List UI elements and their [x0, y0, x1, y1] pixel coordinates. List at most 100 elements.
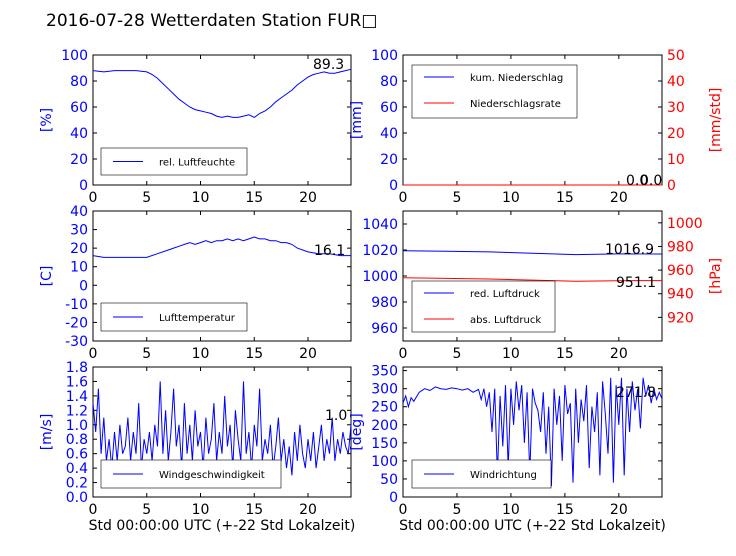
- x-tick-label: 10: [502, 502, 520, 518]
- x-tick-label: 5: [142, 502, 151, 518]
- y-tick-label: 980: [371, 295, 398, 311]
- y-axis-label: [mm]: [349, 101, 365, 139]
- x-tick-label: 0: [89, 190, 98, 206]
- y-tick-label: 50: [380, 472, 398, 488]
- y-tick-label: 80: [70, 74, 88, 90]
- legend-label: kum. Niederschlag: [470, 73, 563, 84]
- legend-label: Windgeschwindigkeit: [159, 470, 265, 481]
- x-tick-label: 0: [399, 346, 408, 362]
- y-tick-label-right: 1000: [667, 216, 703, 232]
- y-tick-label: -30: [65, 334, 88, 350]
- current-value-label: 89.3: [313, 57, 344, 73]
- current-value-label-2: 951.1: [616, 275, 656, 291]
- y-tick-label-right: 50: [667, 48, 685, 64]
- y-axis-label: [C]: [39, 266, 55, 287]
- chart-title: 2016-07-28 Wetterdaten Station FUR□: [46, 11, 377, 31]
- x-tick-label: 5: [452, 502, 461, 518]
- y-tick-label-right: 960: [667, 263, 694, 279]
- panel-temperature: 0 5 10 15 20 -30 -20 -10 0 10 20 30 40 [C] Lufttempera…: [39, 204, 352, 362]
- y-tick-label: 40: [70, 204, 88, 220]
- y-tick-label: 1040: [362, 217, 398, 233]
- plot-frame: [92, 366, 352, 498]
- plot-frame: [402, 366, 663, 498]
- y-tick-label: 100: [371, 454, 398, 470]
- y-tick-label: -10: [65, 297, 88, 313]
- plot-frame: [92, 54, 352, 186]
- x-tick-label: 15: [245, 502, 263, 518]
- y-tick-label: 1020: [362, 243, 398, 259]
- x-tick-label: 0: [89, 502, 98, 518]
- y-tick-label: 960: [371, 321, 398, 337]
- x-tick-label: 20: [610, 502, 628, 518]
- y-tick-label-right: 40: [667, 74, 685, 90]
- y-tick-label: 1000: [362, 269, 398, 285]
- y-tick-label: 350: [371, 364, 398, 380]
- legend-label: rel. Luftfeuchte: [159, 158, 235, 169]
- legend-label: abs. Luftdruck: [470, 315, 541, 326]
- y-tick-label-right: 940: [667, 287, 694, 303]
- x-tick-label: 10: [192, 502, 210, 518]
- x-tick-label: 10: [192, 346, 210, 362]
- x-tick-label: 20: [299, 190, 317, 206]
- panel-wind-speed: 0 5 10 15 200.00.20.40.60.81.01.21.41.61.8[m…: [39, 360, 355, 534]
- y-tick-label: 40: [70, 126, 88, 142]
- series-line-0: [402, 250, 663, 256]
- y-tick-label: 250: [371, 400, 398, 416]
- y-tick-label: 20: [70, 241, 88, 257]
- panel-pressure: 0 5 10 15 20 960 980 1000 1020 1040 920 940 960 980 10…: [362, 210, 724, 362]
- x-tick-label: 15: [245, 346, 263, 362]
- series-line-1: [402, 277, 663, 282]
- x-tick-label: 20: [299, 346, 317, 362]
- y-tick-label: 80: [380, 74, 398, 90]
- y-tick-label: 0.8: [66, 432, 88, 448]
- y-tick-label: 100: [61, 48, 88, 64]
- panel-humidity: 0 5 10 15 20 0 20 40 60 80 100 [%] rel. Luftfeuchte 8…: [39, 48, 352, 206]
- series-line-0: [92, 236, 351, 258]
- legend-label: Niederschlagsrate: [470, 99, 561, 110]
- current-value-label-2: 0.0: [640, 173, 662, 189]
- y-tick-label: 300: [371, 382, 398, 398]
- x-tick-label: 5: [452, 190, 461, 206]
- y-tick-label-right: 30: [667, 100, 685, 116]
- x-tick-label: 10: [192, 190, 210, 206]
- y-tick-label: 60: [70, 100, 88, 116]
- y-tick-label: 1.2: [66, 403, 88, 419]
- y-tick-label: 150: [371, 436, 398, 452]
- y-tick-label: 30: [70, 223, 88, 239]
- y-tick-label: 40: [380, 126, 398, 142]
- x-tick-label: 15: [556, 190, 574, 206]
- current-value-label: 16.1: [314, 243, 345, 259]
- y-tick-label-right: 0: [667, 178, 676, 194]
- x-tick-label: 15: [245, 190, 263, 206]
- x-tick-label: 20: [299, 502, 317, 518]
- panel-precipitation: 0 5 10 15 20 0 20 40 60 80 100 0 10 20 30 40 50 [mm] [mm/s…: [349, 48, 724, 206]
- x-tick-label: 0: [399, 190, 408, 206]
- y-tick-label: 0.4: [66, 461, 88, 477]
- series-line-0: [402, 377, 663, 487]
- y-axis-label-right: [hPa]: [708, 258, 724, 294]
- y-tick-label: 1.4: [66, 389, 88, 405]
- plot-frame: [92, 210, 352, 342]
- x-tick-label: 20: [610, 346, 628, 362]
- y-tick-label: 0: [79, 278, 88, 294]
- x-tick-label: 15: [556, 346, 574, 362]
- y-axis-label: [deg]: [349, 413, 365, 450]
- series-line-0: [92, 381, 352, 476]
- x-tick-label: 0: [89, 346, 98, 362]
- y-tick-label-right: 920: [667, 310, 694, 326]
- y-tick-label: 0: [79, 178, 88, 194]
- series-line-0: [92, 68, 352, 118]
- legend-box: [411, 64, 578, 119]
- y-axis-label: [m/s]: [39, 414, 55, 451]
- y-tick-label: 1.8: [66, 360, 88, 376]
- y-tick-label: 20: [380, 152, 398, 168]
- y-tick-label: -20: [65, 315, 88, 331]
- x-tick-label: 5: [142, 190, 151, 206]
- y-tick-label: 1.6: [66, 374, 88, 390]
- legend-label: Windrichtung: [470, 470, 537, 481]
- y-tick-label: 0: [389, 178, 398, 194]
- legend-label: Lufttemperatur: [159, 313, 236, 324]
- current-value-label: 0.0: [626, 173, 648, 189]
